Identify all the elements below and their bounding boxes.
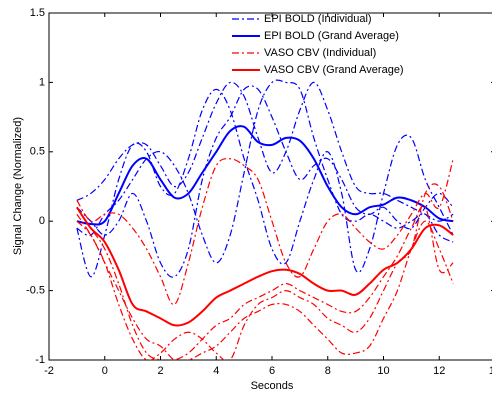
series-line xyxy=(76,81,454,222)
y-tick-label: 0.5 xyxy=(30,146,45,158)
legend-label: VASO CBV (Individual) xyxy=(264,47,376,59)
x-tick-label: 8 xyxy=(325,365,331,377)
series-line xyxy=(76,85,454,278)
y-tick-label: 0 xyxy=(39,215,45,227)
series-line xyxy=(76,205,454,360)
x-tick-label: 0 xyxy=(102,365,108,377)
x-tick-label: 14 xyxy=(489,365,492,377)
series-line xyxy=(76,125,454,226)
legend-label: EPI BOLD (Individual) xyxy=(264,13,372,25)
x-tick-label: 4 xyxy=(213,365,219,377)
legend-label: VASO CBV (Grand Average) xyxy=(264,64,404,76)
x-axis-label: Seconds xyxy=(251,380,294,392)
series-line xyxy=(76,158,454,306)
y-tick-label: 1.5 xyxy=(30,7,45,19)
series-line xyxy=(76,183,454,360)
x-tick-label: -2 xyxy=(44,365,54,377)
series-line xyxy=(76,88,454,278)
y-axis-label: Signal Change (Normalized) xyxy=(12,117,24,255)
series-line xyxy=(76,206,454,327)
series-line xyxy=(76,79,454,264)
x-tick-label: 2 xyxy=(157,365,163,377)
x-tick-label: 6 xyxy=(269,365,275,377)
y-tick-label: 1 xyxy=(39,76,45,88)
y-tick-label: -0.5 xyxy=(26,285,45,297)
x-tick-label: 12 xyxy=(433,365,445,377)
y-tick-label: -1 xyxy=(35,354,45,366)
x-tick-label: 10 xyxy=(377,365,389,377)
plot-lines xyxy=(76,79,454,360)
series-line xyxy=(76,220,454,360)
legend-label: EPI BOLD (Grand Average) xyxy=(264,30,399,42)
